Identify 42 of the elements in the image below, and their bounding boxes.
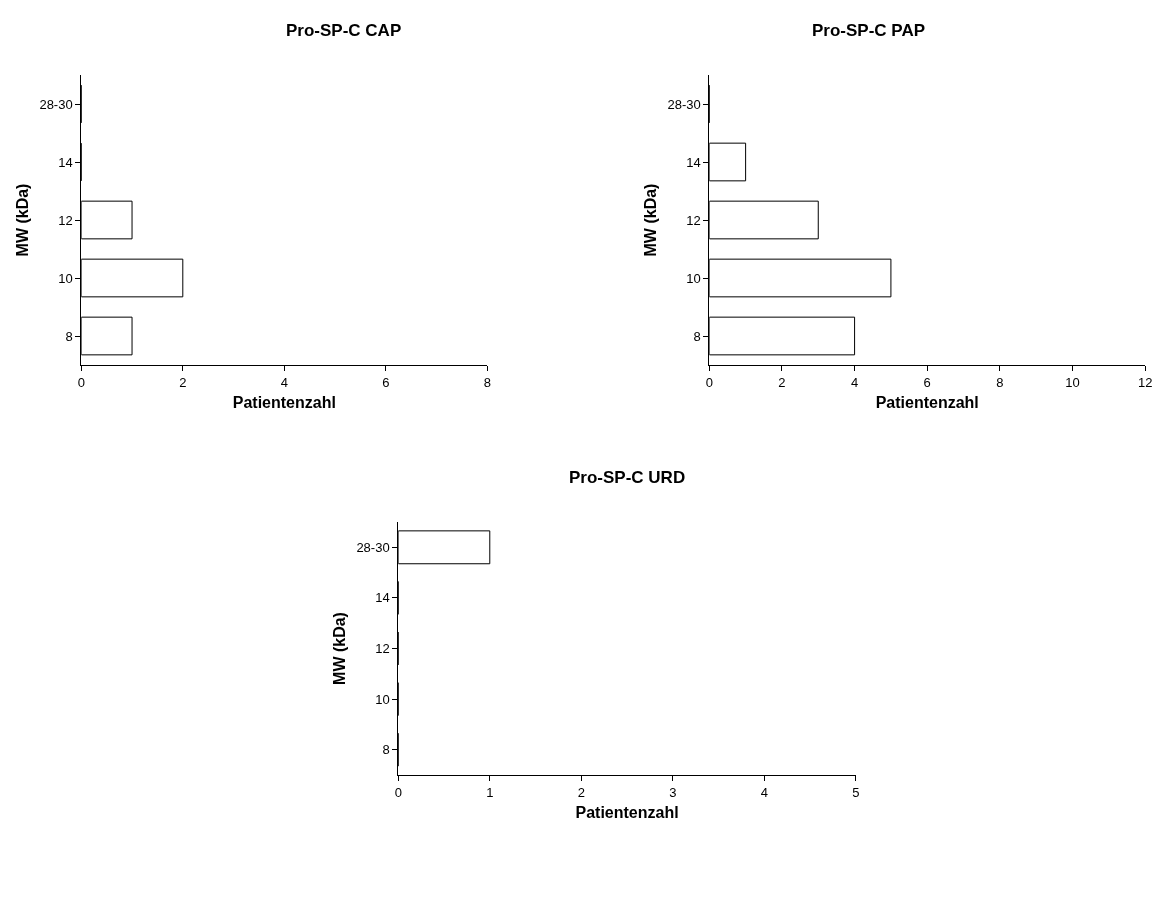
y-tick-label: 14 [375,590,390,606]
y-tick-label: 28-30 [39,96,73,112]
x-tick-label: 6 [923,374,931,390]
x-tick-label: 0 [77,374,85,390]
y-tick-label: 8 [382,742,390,758]
x-tick-label: 8 [483,374,492,390]
y-axis-title: MW (kDa) [14,183,32,257]
x-tick-label: 2 [577,784,585,800]
y-tick-label: 12 [58,212,73,228]
y-tick-label: 10 [58,270,73,286]
y-tick-label: 8 [65,328,73,344]
y-tick-label: 10 [686,270,701,286]
x-axis-title: Patientenzahl [875,394,979,412]
x-tick-label: 4 [280,374,288,390]
y-tick-label: 28-30 [356,539,390,555]
x-tick-label: 10 [1065,374,1080,390]
x-tick-label: 0 [705,374,713,390]
x-tick-label: 0 [394,784,402,800]
x-tick-label: 12 [1137,374,1153,390]
x-tick-label: 6 [382,374,390,390]
y-axis-title: MW (kDa) [331,612,349,685]
y-tick-label: 12 [686,212,701,228]
chart-title: Pro-SP-C CAP [286,21,402,40]
x-tick-label: 4 [760,784,768,800]
y-tick-label: 28-30 [667,96,701,112]
y-tick-label: 10 [375,691,390,707]
chart-title: Pro-SP-C URD [569,468,686,487]
y-tick-label: 12 [375,641,390,657]
x-tick-label: 2 [179,374,187,390]
x-tick-label: 1 [486,784,494,800]
x-tick-label: 4 [850,374,859,390]
x-tick-label: 5 [852,784,860,800]
y-tick-label: 14 [58,154,73,170]
x-tick-label: 8 [996,374,1004,390]
y-axis-title: MW (kDa) [642,183,660,257]
y-tick-label: 14 [686,154,701,170]
x-axis-title: Patientenzahl [232,394,336,412]
x-tick-label: 3 [669,784,677,800]
x-tick-label: 2 [778,374,786,390]
y-tick-label: 8 [693,328,701,344]
chart-title: Pro-SP-C PAP [812,21,926,40]
x-axis-title: Patientenzahl [575,804,679,822]
